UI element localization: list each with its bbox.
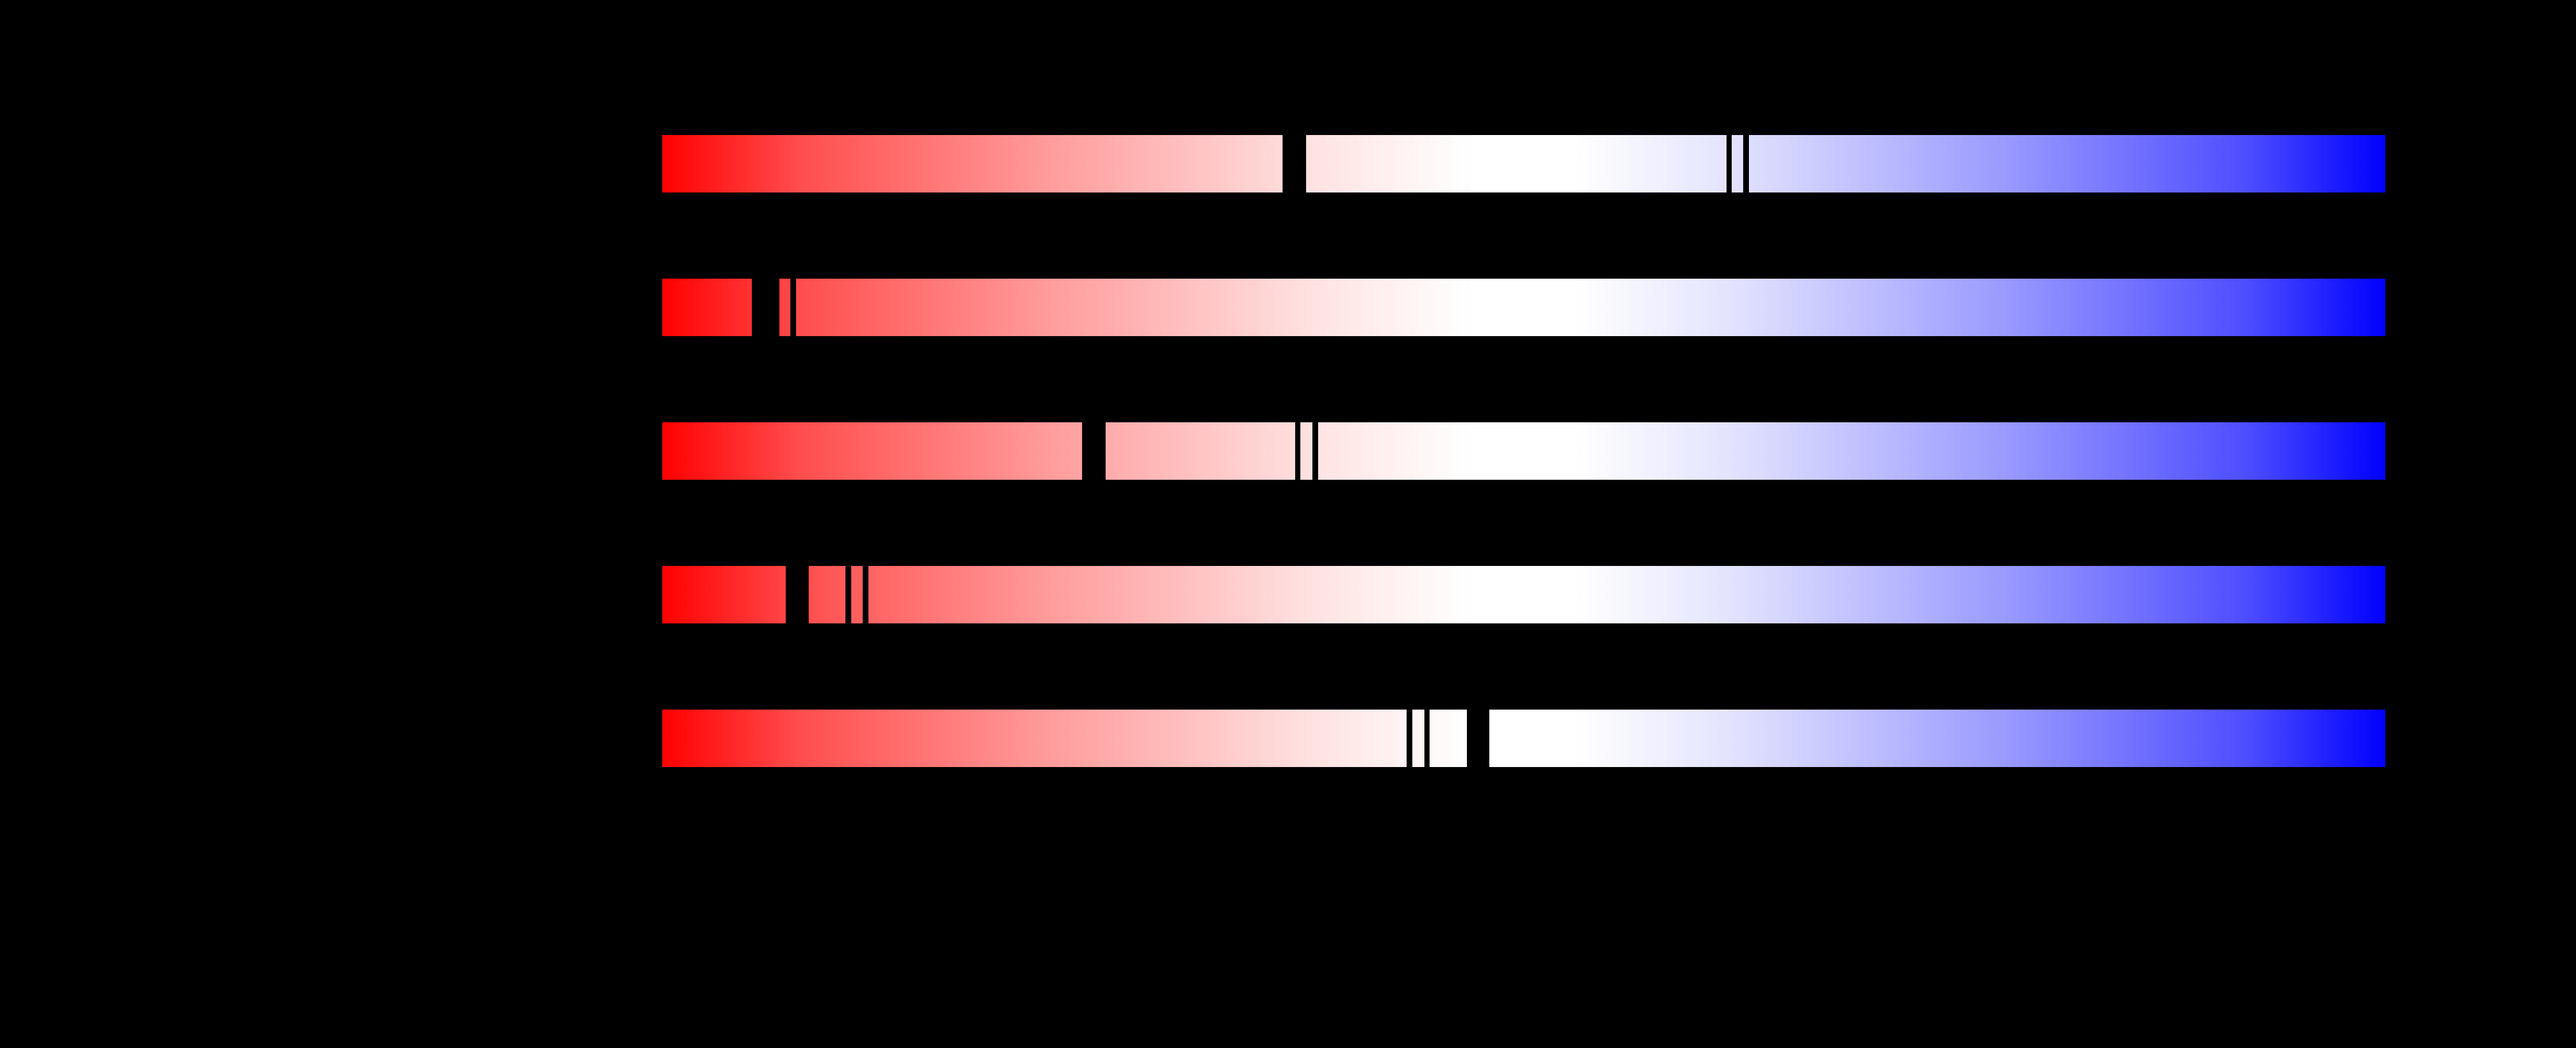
gradient-bar — [662, 710, 2385, 767]
break-line-mark — [1743, 135, 1749, 192]
break-line-mark — [1407, 710, 1412, 767]
break-gap-mark — [1467, 710, 1489, 767]
break-line-mark — [863, 566, 868, 623]
gradient-bar — [662, 279, 2385, 336]
break-line-mark — [790, 279, 796, 336]
break-line-mark — [1727, 135, 1732, 192]
break-gap-mark — [752, 279, 779, 336]
break-line-mark — [1295, 422, 1300, 480]
break-line-mark — [845, 566, 851, 623]
break-line-mark — [1312, 422, 1318, 480]
break-gap-mark — [1082, 422, 1106, 480]
break-gap-mark — [786, 566, 809, 623]
gradient-bar — [662, 135, 2385, 192]
gradient-bar — [662, 566, 2385, 623]
break-line-mark — [1424, 710, 1430, 767]
break-gap-mark — [1283, 135, 1306, 192]
gradient-bar — [662, 422, 2385, 480]
